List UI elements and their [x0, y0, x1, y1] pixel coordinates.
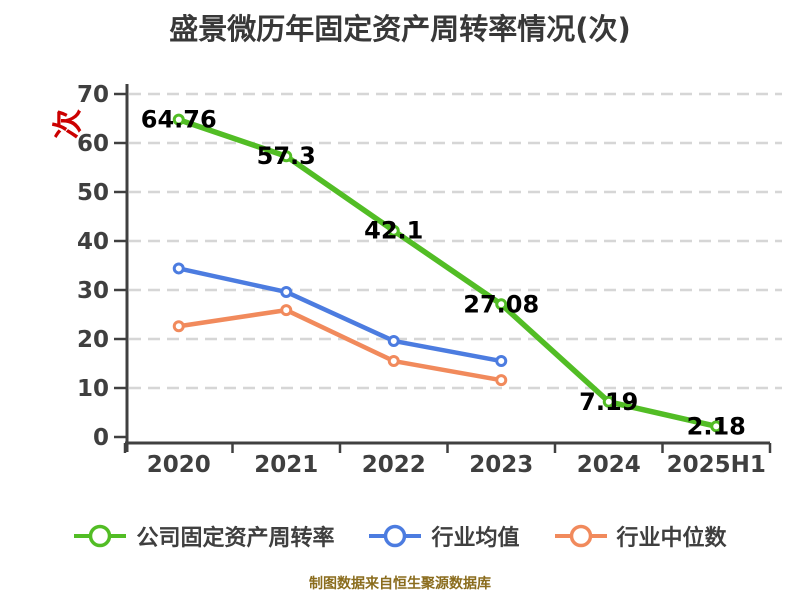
data-label-2022: 42.1: [364, 217, 423, 245]
data-point-company-2023: [495, 298, 508, 311]
y-tick-label-40: 40: [77, 229, 109, 255]
series-line-company: [176, 116, 719, 430]
data-point-industry_median-2021: [280, 304, 293, 317]
footer-credit: 制图数据来自恒生聚源数据库: [309, 576, 491, 592]
data-point-company-2022: [387, 224, 400, 237]
x-tick-label-2022: 2022: [362, 452, 426, 478]
legend-label-industry-median: 行业中位数: [616, 526, 727, 551]
y-tick-label-0: 0: [93, 425, 109, 451]
legend-label-industry-avg: 行业均值: [431, 526, 520, 551]
data-point-industry_median-2022: [387, 355, 400, 368]
data-label-2024: 7.19: [579, 388, 638, 416]
y-tick-label-20: 20: [77, 327, 109, 353]
legend-item-company: 公司固定资产周转率: [73, 520, 334, 552]
legend-item-industry-avg: 行业均值: [368, 520, 520, 552]
legend-label-company: 公司固定资产周转率: [136, 526, 335, 551]
data-point-company-2024: [602, 395, 615, 408]
data-label-2021: 57.3: [257, 142, 316, 170]
legend-marker-industry-median-icon: [554, 524, 607, 548]
data-point-industry_avg-2020: [172, 262, 185, 275]
data-point-company-2025H1: [710, 420, 723, 433]
x-tick-label-2020: 2020: [147, 452, 211, 478]
data-point-industry_avg-2023: [495, 355, 508, 368]
chart-title: 盛景微历年固定资产周转率情况(次): [169, 12, 631, 46]
legend: 公司固定资产周转率 行业均值 行业中位数: [0, 520, 800, 552]
data-label-2023: 27.08: [463, 290, 539, 318]
y-tick-label-60: 60: [77, 131, 109, 157]
y-tick-label-10: 10: [77, 376, 109, 402]
data-point-industry_median-2020: [172, 320, 185, 333]
legend-item-industry-median: 行业中位数: [554, 520, 727, 552]
series-line-industry_median: [176, 307, 504, 383]
y-tick-label-50: 50: [77, 180, 109, 206]
series-line-industry_avg: [176, 266, 504, 364]
x-tick-label-2023: 2023: [469, 452, 533, 478]
line-chart-plot: 0 10 20 30 40 50 60 70 2020 2021 2022 2023 2024 2025H…: [77, 82, 782, 478]
data-point-industry_avg-2022: [387, 334, 400, 347]
y-tick-label-30: 30: [77, 278, 109, 304]
data-point-industry_avg-2021: [280, 285, 293, 298]
data-label-2020: 64.76: [141, 106, 217, 134]
data-point-industry_median-2023: [495, 374, 508, 387]
legend-marker-industry-avg-icon: [369, 524, 422, 548]
y-tick-label-70: 70: [77, 82, 109, 108]
data-point-company-2020: [172, 113, 185, 126]
data-point-company-2021: [280, 150, 293, 163]
x-tick-label-2021: 2021: [254, 452, 318, 478]
data-label-2025H1: 2.18: [687, 412, 746, 440]
x-tick-label-2024: 2024: [577, 452, 641, 478]
legend-marker-company-icon: [74, 524, 127, 548]
x-tick-label-2025H1: 2025H1: [667, 452, 766, 478]
